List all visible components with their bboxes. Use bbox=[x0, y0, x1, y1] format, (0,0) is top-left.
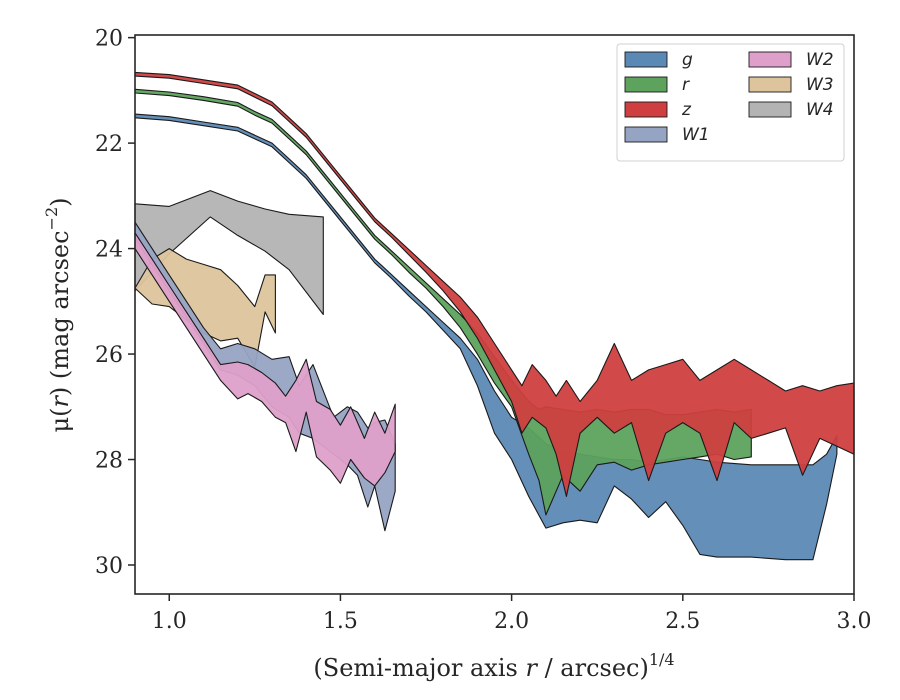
y-axis-ticks: 20 22 24 26 28 30 bbox=[95, 27, 135, 579]
legend-label-w3: W3 bbox=[806, 75, 834, 95]
x-axis-label: (Semi-major axis r / arcsec)1/4 bbox=[313, 650, 674, 682]
legend-label-w1: W1 bbox=[682, 125, 710, 145]
legend-swatch-r bbox=[624, 76, 668, 93]
profile-bands bbox=[134, 71, 855, 561]
legend-label-g: g bbox=[682, 50, 693, 70]
x-tick-label: 1.0 bbox=[152, 609, 187, 634]
legend-swatch-w1 bbox=[624, 126, 668, 143]
legend-box bbox=[616, 43, 845, 162]
x-tick-label: 2.0 bbox=[494, 609, 529, 634]
legend-label-r: r bbox=[682, 75, 690, 95]
legend: grz W1 W2 W3 W4 bbox=[616, 43, 845, 162]
y-axis-label-sup: −2 bbox=[42, 207, 61, 231]
y-tick-label: 20 bbox=[95, 27, 123, 52]
y-tick-label: 28 bbox=[95, 449, 123, 474]
y-tick-label: 26 bbox=[95, 343, 123, 368]
y-axis-label-end: ) bbox=[46, 197, 74, 206]
legend-swatch-z bbox=[624, 101, 668, 118]
band-g bbox=[134, 113, 838, 561]
legend-swatch-w2 bbox=[748, 51, 792, 68]
x-tick-label: 3.0 bbox=[837, 609, 872, 634]
x-axis-ticks: 1.0 1.5 2.0 2.5 3.0 bbox=[152, 594, 872, 634]
plot-frame bbox=[134, 34, 855, 595]
legend-label-w2: W2 bbox=[806, 50, 834, 70]
y-axis-label: μ(r) (mag arcsec−2) bbox=[42, 197, 74, 432]
y-tick-label: 24 bbox=[95, 238, 123, 263]
legend-swatch-g bbox=[624, 51, 668, 68]
x-axis-label-sup: 1/4 bbox=[649, 650, 675, 669]
legend-swatch-w3 bbox=[748, 76, 792, 93]
band-w4 bbox=[134, 190, 324, 316]
band-r bbox=[134, 88, 752, 516]
x-axis-label-post: / arcsec) bbox=[537, 654, 649, 682]
y-axis-label-var: r bbox=[46, 395, 74, 408]
y-axis-label-post: ) (mag arcsec bbox=[46, 230, 74, 396]
legend-label-w4: W4 bbox=[806, 100, 834, 120]
legend-label-z: z bbox=[681, 100, 692, 120]
x-tick-label: 1.5 bbox=[323, 609, 358, 634]
x-axis-label-var: r bbox=[525, 654, 538, 682]
y-axis-label-pre: μ( bbox=[46, 408, 74, 433]
x-tick-label: 2.5 bbox=[665, 609, 700, 634]
y-tick-label: 30 bbox=[95, 554, 123, 579]
y-tick-label: 22 bbox=[95, 132, 123, 157]
band-w2 bbox=[134, 232, 396, 487]
legend-swatch-w4 bbox=[748, 101, 792, 118]
x-axis-label-pre: (Semi-major axis bbox=[313, 654, 525, 682]
